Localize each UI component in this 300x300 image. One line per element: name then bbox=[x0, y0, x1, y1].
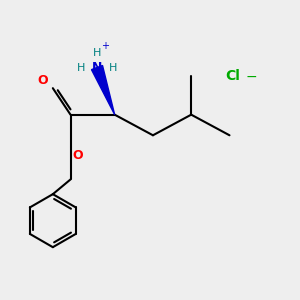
Text: O: O bbox=[38, 74, 48, 87]
Text: O: O bbox=[72, 148, 83, 161]
Polygon shape bbox=[92, 65, 115, 115]
Text: −: − bbox=[246, 69, 257, 83]
Text: H: H bbox=[76, 63, 85, 73]
Text: N: N bbox=[92, 61, 102, 74]
Text: H: H bbox=[93, 48, 101, 58]
Text: +: + bbox=[101, 41, 109, 51]
Text: H: H bbox=[109, 63, 117, 73]
Text: Cl: Cl bbox=[225, 69, 240, 83]
